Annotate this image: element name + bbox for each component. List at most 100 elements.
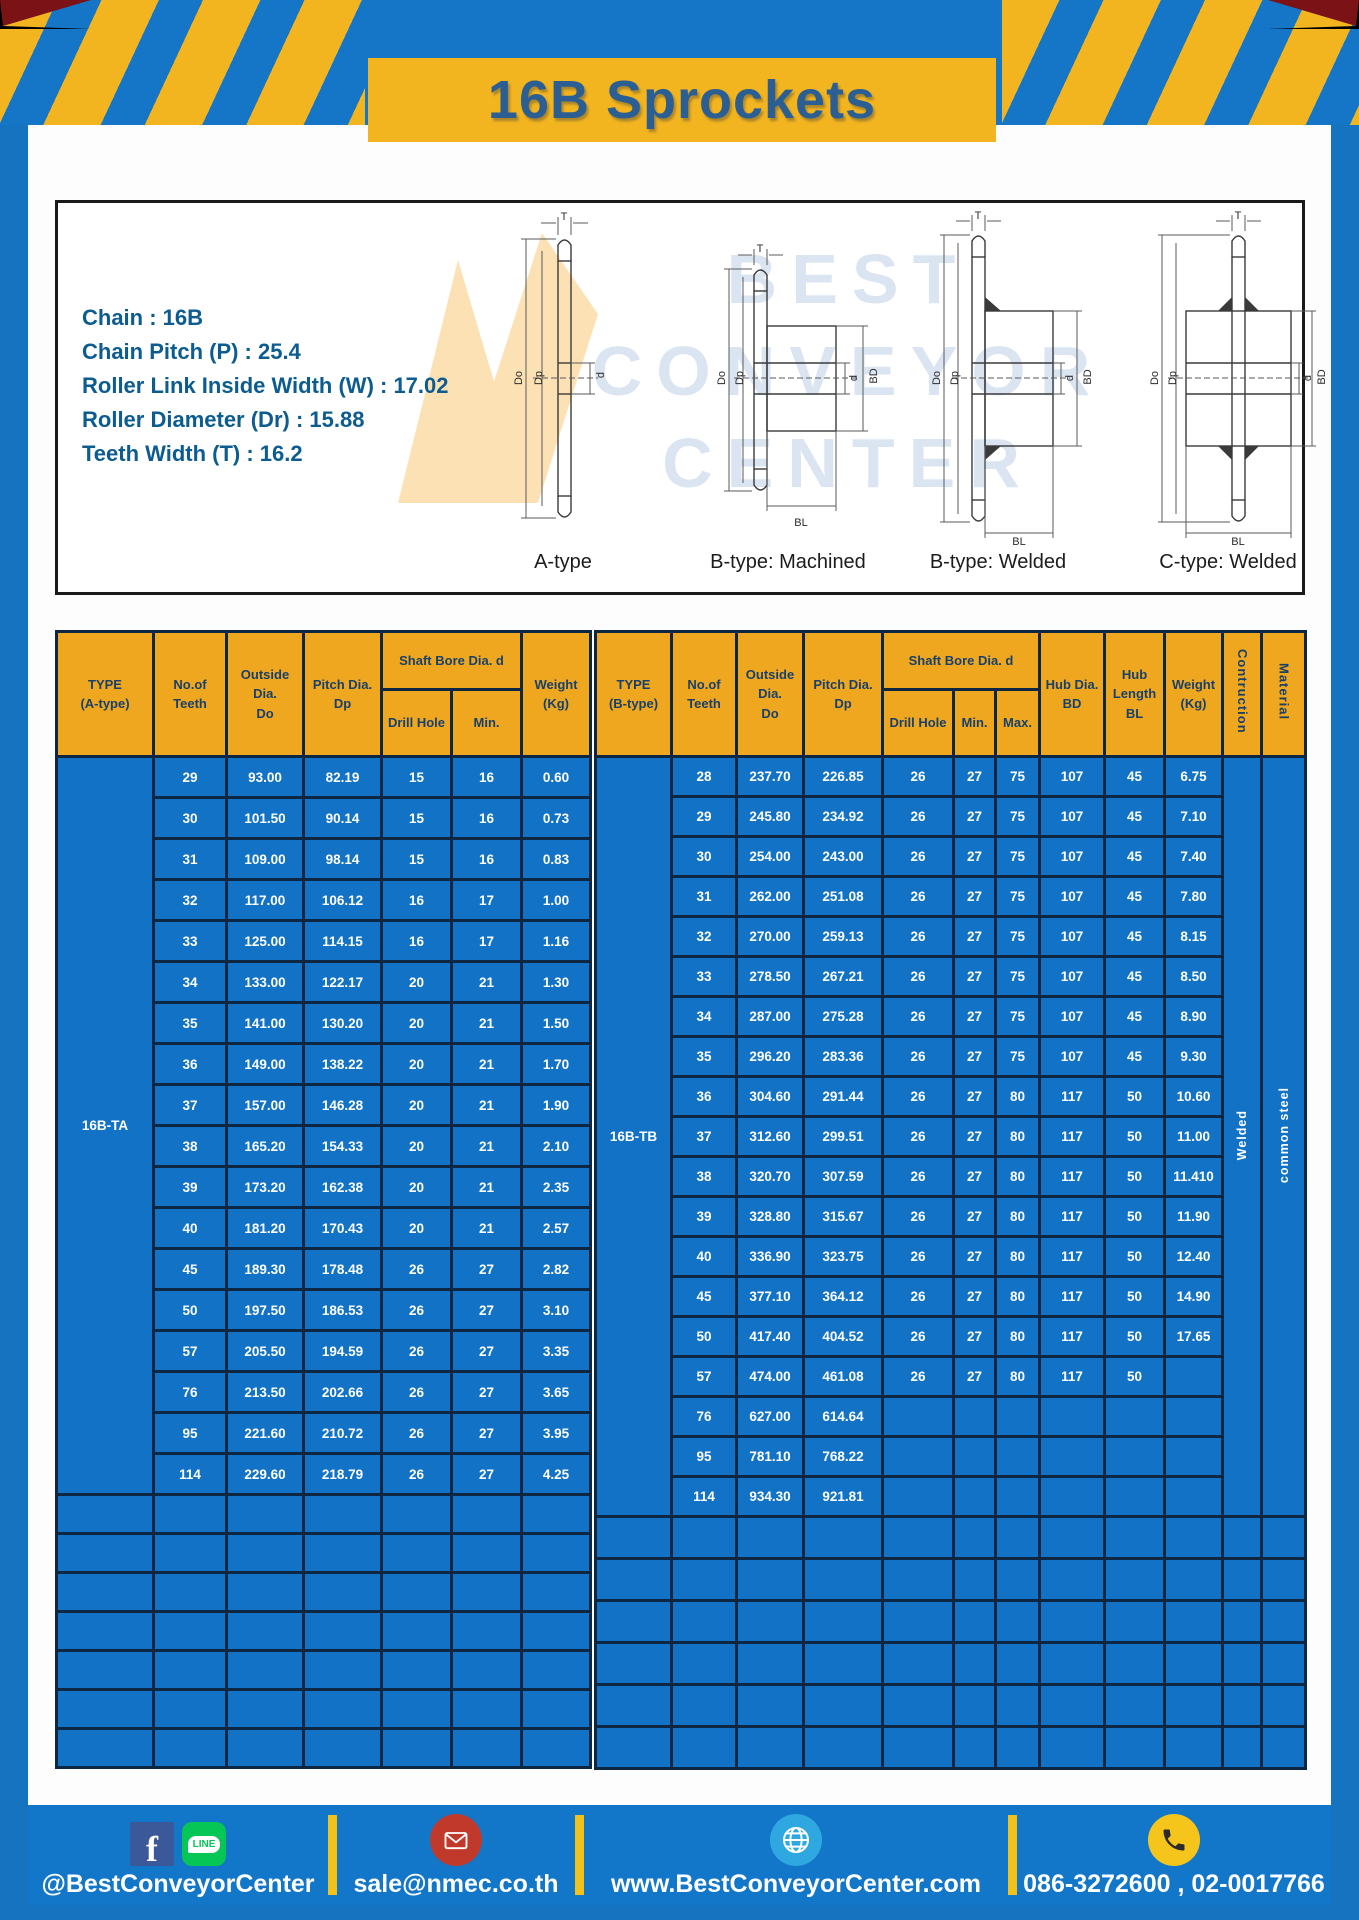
table-cell [594, 1599, 673, 1644]
table-cell [520, 1571, 592, 1613]
table-cell: 39 [152, 1165, 228, 1209]
table-cell [380, 1727, 453, 1769]
table-cell: 296.20 [735, 1035, 805, 1078]
table-cell: 9.30 [1163, 1035, 1225, 1078]
table-cell: 1.90 [520, 1083, 592, 1127]
table-cell: 154.33 [302, 1124, 383, 1168]
table-cell [1038, 1599, 1107, 1644]
table-cell: 267.21 [802, 955, 884, 998]
table-cell [952, 1557, 997, 1602]
table-cell: 307.59 [802, 1155, 884, 1198]
table-cell: 178.48 [302, 1247, 383, 1291]
col-header-weight: Weight (Kg) [520, 630, 592, 758]
table-cell: 130.20 [302, 1001, 383, 1045]
table-cell [1038, 1475, 1107, 1518]
table-cell: 0.73 [520, 796, 592, 840]
table-cell: 26 [380, 1329, 453, 1373]
table-cell: 107 [1038, 795, 1107, 838]
table-cell: 2.57 [520, 1206, 592, 1250]
table-cell [380, 1649, 453, 1691]
line-icon[interactable]: LINE [182, 1822, 226, 1866]
col-header-teeth: No.of Teeth [670, 630, 738, 758]
table-cell [152, 1649, 228, 1691]
table-cell: 404.52 [802, 1315, 884, 1358]
globe-icon[interactable] [770, 1814, 822, 1866]
diagram-label-b-machined: B-type: Machined [710, 551, 866, 573]
table-cell: 117 [1038, 1075, 1107, 1118]
table-cell: 117 [1038, 1275, 1107, 1318]
table-cell: 921.81 [802, 1475, 884, 1518]
table-cell [1221, 1515, 1264, 1560]
table-cell: 45 [152, 1247, 228, 1291]
footer-social-handle[interactable]: @BestConveyorCenter [41, 1870, 315, 1898]
table-cell: 20 [380, 1124, 453, 1168]
table-cell: 26 [881, 1315, 955, 1358]
table-cell: 21 [450, 1083, 523, 1127]
table-cell [952, 1641, 997, 1686]
svg-text:T: T [1235, 211, 1242, 222]
phone-icon[interactable] [1148, 1814, 1200, 1866]
table-cell: 323.75 [802, 1235, 884, 1278]
table-cell [993, 1725, 1042, 1770]
table-cell: 20 [380, 1206, 453, 1250]
table-cell: 8.50 [1163, 955, 1225, 998]
table-row: 45 189.30 178.48 26 27 2.82 [57, 1247, 592, 1291]
footer-website[interactable]: www.BestConveyorCenter.com [610, 1870, 981, 1898]
table-cell [881, 1395, 955, 1438]
table-cell: 197.50 [225, 1288, 305, 1332]
table-cell [881, 1435, 955, 1478]
col-header-shaft-bore: Shaft Bore Dia. d [880, 630, 1042, 691]
table-cell: 3.35 [520, 1329, 592, 1373]
table-row: 40 181.20 170.43 20 21 2.57 [57, 1206, 592, 1250]
table-cell: 117.00 [225, 878, 305, 922]
table-cell: 328.80 [735, 1195, 805, 1238]
table-cell: 45 [1103, 755, 1167, 798]
table-cell: 75 [993, 995, 1042, 1038]
table-row: 31 262.00 251.08 26 27 75 107 45 7.80 [596, 875, 1306, 918]
table-cell: 17 [450, 919, 523, 963]
table-cell: 254.00 [735, 835, 805, 878]
footer-email[interactable]: sale@nmec.co.th [353, 1870, 559, 1898]
table-cell [225, 1493, 305, 1535]
facebook-icon[interactable]: f [130, 1822, 174, 1866]
table-cell [952, 1725, 997, 1770]
table-cell: 27 [952, 755, 997, 798]
table-cell: 114 [152, 1452, 228, 1496]
table-cell: 173.20 [225, 1165, 305, 1209]
table-cell: 2.10 [520, 1124, 592, 1168]
table-cell [225, 1727, 305, 1769]
table-cell: 20 [380, 1001, 453, 1045]
table-cell: 114 [670, 1475, 738, 1518]
table-cell: 35 [670, 1035, 738, 1078]
svg-text:Do: Do [513, 371, 525, 385]
footer-phone-numbers[interactable]: 086-3272600 , 02-0017766 [1023, 1870, 1325, 1898]
table-cell [55, 1571, 155, 1613]
table-cell: 8.90 [1163, 995, 1225, 1038]
table-cell: 14.90 [1163, 1275, 1225, 1318]
table-empty-row [594, 1641, 1308, 1686]
table-cell: 202.66 [302, 1370, 383, 1414]
envelope-icon[interactable] [430, 1814, 482, 1866]
table-cell: 29 [670, 795, 738, 838]
table-row: 95 221.60 210.72 26 27 3.95 [57, 1411, 592, 1455]
svg-text:Do: Do [716, 371, 728, 385]
table-cell [881, 1515, 955, 1560]
table-cell [1038, 1683, 1107, 1728]
table-cell: 27 [952, 1315, 997, 1358]
table-cell: 50 [1103, 1355, 1167, 1398]
table-cell: 29 [152, 755, 228, 799]
table-cell: 275.28 [802, 995, 884, 1038]
svg-text:Dp: Dp [533, 371, 545, 385]
table-cell: 38 [152, 1124, 228, 1168]
table-cell: 218.79 [302, 1452, 383, 1496]
table-cell [952, 1599, 997, 1644]
table-cell: 117 [1038, 1235, 1107, 1278]
table-row: 16B-TA 29 93.00 82.19 15 16 0.60 [55, 755, 592, 1496]
table-cell [1103, 1641, 1167, 1686]
table-cell: 37 [152, 1083, 228, 1127]
table-cell: 109.00 [225, 837, 305, 881]
table-cell: 27 [450, 1329, 523, 1373]
table-cell [450, 1571, 523, 1613]
table-cell [594, 1683, 673, 1728]
table-cell [520, 1493, 592, 1535]
